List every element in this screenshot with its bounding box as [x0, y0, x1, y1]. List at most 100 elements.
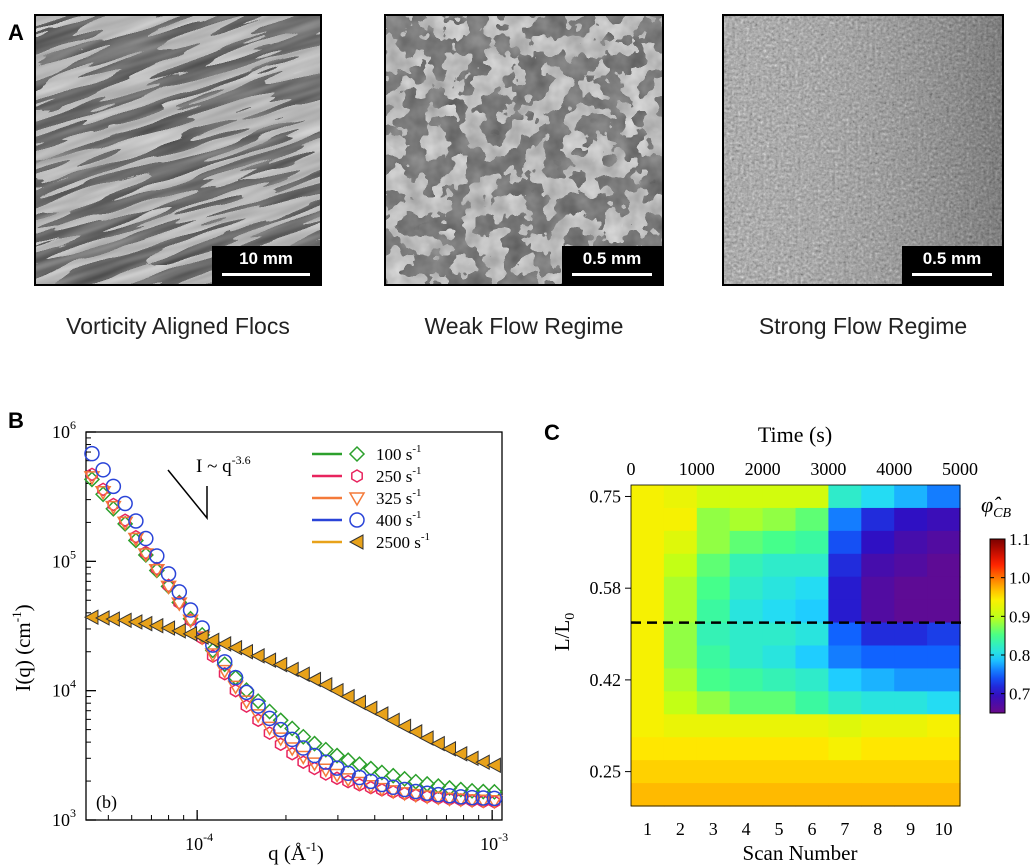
heatmap-cell	[663, 622, 698, 647]
data-point	[441, 787, 458, 804]
heatmap-cell	[795, 737, 829, 761]
data-point	[204, 632, 220, 649]
micrograph-1-texture	[36, 16, 320, 284]
micrograph-2-texture	[386, 16, 662, 284]
data-point	[249, 709, 267, 724]
data-point	[295, 728, 312, 745]
heatmap-cell	[828, 507, 862, 532]
data-point	[218, 666, 231, 681]
y-tick-label: 0.58	[590, 578, 622, 598]
heatmap-cell	[828, 760, 862, 784]
colorbar-tick-label: 0.7	[1009, 685, 1031, 704]
heatmap-cell	[828, 553, 862, 578]
colorbar	[989, 538, 1006, 714]
data-point	[373, 764, 390, 781]
data-point	[250, 647, 265, 664]
data-point	[284, 731, 300, 748]
data-point	[328, 747, 346, 764]
data-point	[340, 752, 357, 769]
heatmap-cell	[663, 485, 698, 509]
heatmap-cell	[894, 783, 928, 807]
heatmap-cell	[729, 714, 764, 738]
heatmap-cell	[696, 714, 731, 738]
data-point	[317, 763, 335, 778]
data-point	[95, 462, 111, 478]
colorbar-tick-label: 0.9	[1009, 607, 1030, 626]
data-point	[216, 654, 233, 670]
legend-marker	[348, 492, 366, 507]
heatmap-cell	[927, 645, 961, 670]
data-point	[475, 790, 492, 806]
heatmap-cell	[696, 507, 731, 532]
heatmap-cell	[696, 645, 731, 670]
data-point	[363, 773, 379, 790]
data-point	[272, 732, 290, 747]
panel-c-letter: C	[544, 420, 560, 445]
heatmap-cell	[828, 530, 862, 555]
y-tick-label: 103	[52, 806, 76, 830]
data-point	[83, 609, 99, 626]
data-point	[216, 656, 233, 673]
legend-marker	[349, 512, 365, 528]
data-point	[317, 676, 333, 693]
heatmap-cell	[663, 714, 698, 738]
heatmap-cell	[663, 668, 698, 692]
heatmap-cell	[861, 668, 895, 692]
heatmap-cell	[696, 760, 731, 784]
heatmap-frame	[630, 484, 961, 807]
x-tick-label: 10-3	[480, 830, 508, 854]
heatmap-cell	[762, 691, 797, 715]
heatmap-cell	[861, 553, 895, 578]
data-point	[340, 688, 355, 705]
colorbar-tick-label: 1.1	[1009, 530, 1030, 549]
data-point	[216, 664, 234, 680]
data-point	[94, 486, 112, 501]
y-tick-label: 0.25	[590, 762, 622, 782]
heatmap-cell	[927, 714, 961, 738]
data-point	[295, 740, 312, 756]
top-tick-label: 4000	[876, 459, 912, 479]
y-tick-label: 0.75	[590, 486, 622, 506]
heatmap-cell	[631, 645, 665, 670]
heatmap-cell	[696, 530, 731, 555]
heatmap-cell	[663, 507, 698, 532]
heatmap-cell	[729, 622, 764, 647]
scale-bar-2-label: 0.5 mm	[582, 249, 642, 268]
heatmap-cell	[762, 553, 797, 578]
data-point	[204, 642, 221, 659]
data-point	[261, 710, 278, 727]
heatmap-cell	[861, 530, 895, 555]
heatmap-cell	[729, 485, 764, 509]
heatmap-cell	[762, 783, 797, 807]
heatmap-cell	[762, 668, 797, 692]
heatmap-cell	[828, 485, 862, 509]
series-100-s	[83, 471, 503, 800]
y-tick-label: 106	[52, 418, 76, 442]
heatmap-cell	[631, 553, 665, 578]
data-point	[272, 721, 289, 738]
x-tick-label: 7	[840, 819, 849, 839]
data-point	[340, 765, 356, 781]
data-point	[441, 741, 457, 757]
heatmap-cell	[828, 691, 862, 715]
heatmap-cell	[795, 668, 829, 692]
heatmap-cell	[894, 737, 928, 761]
micrograph-3-texture	[724, 16, 1002, 284]
plot-frame	[85, 431, 503, 821]
data-point	[463, 794, 481, 809]
data-point	[441, 779, 458, 796]
x-tick-label: 10	[935, 819, 953, 839]
data-point	[263, 726, 276, 740]
micrograph-strong-flow: 0.5 mm	[722, 14, 1004, 286]
heatmap-cell	[729, 507, 764, 532]
heatmap-cell	[762, 599, 797, 624]
heatmap-cell	[795, 530, 829, 555]
heatmap-cell	[762, 507, 797, 532]
heatmap-cell	[795, 553, 829, 578]
heatmap-cell	[631, 507, 665, 532]
heatmap-cell	[762, 485, 797, 509]
micrograph-weak-flow: 0.5 mm	[384, 14, 664, 286]
heatmap-cell	[663, 691, 698, 715]
data-point	[250, 698, 266, 714]
data-point	[227, 680, 244, 695]
